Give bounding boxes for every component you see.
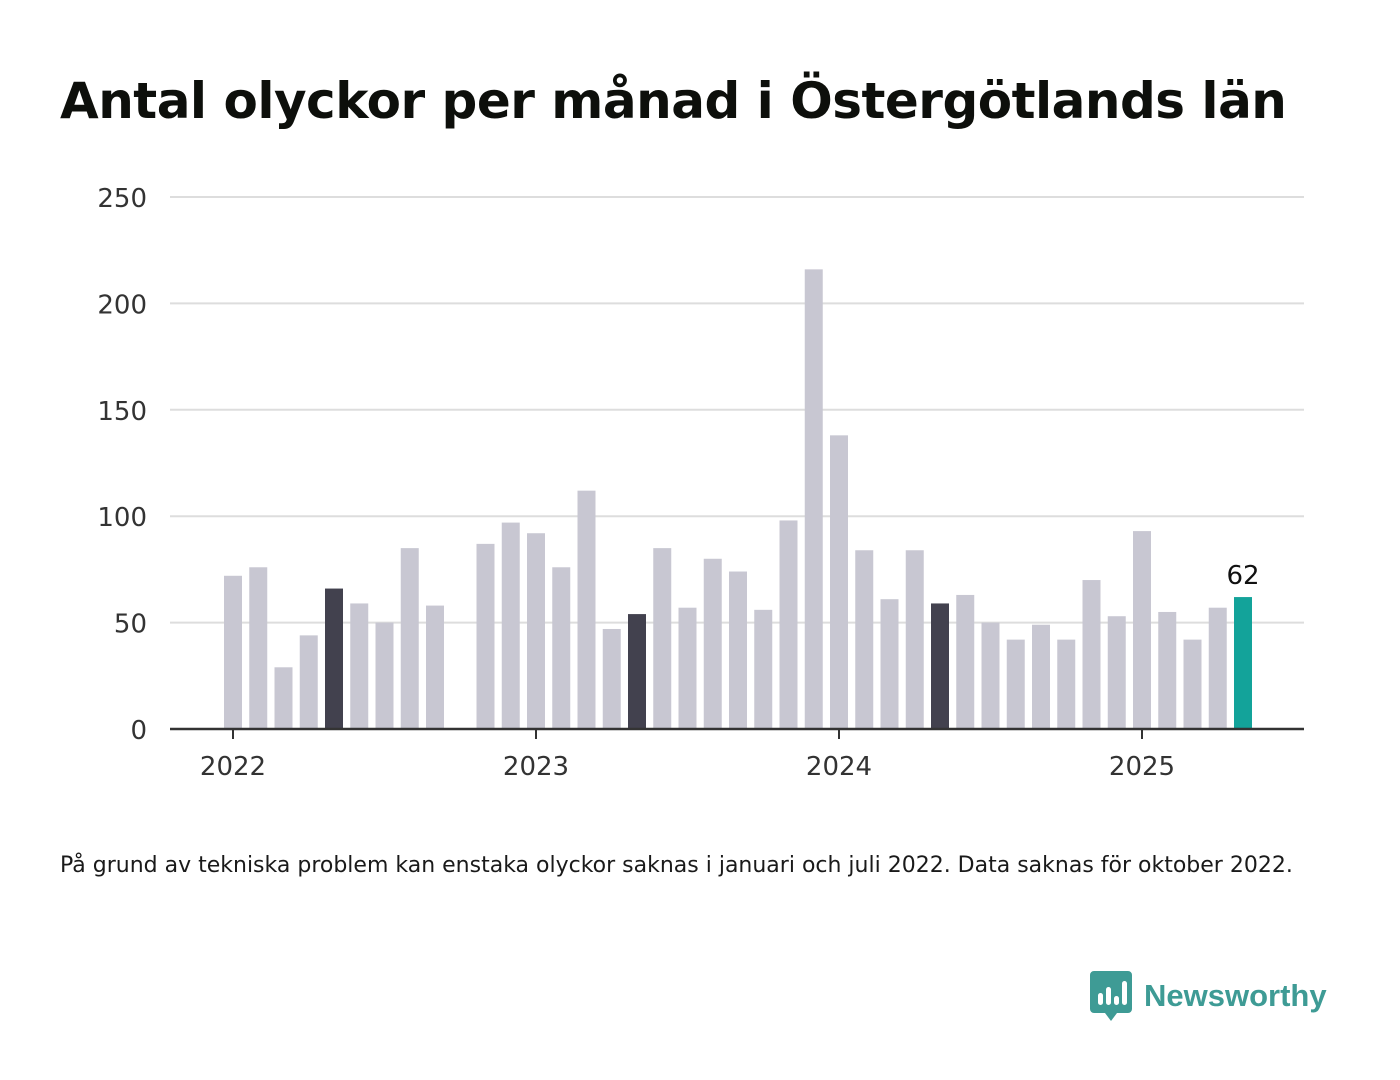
y-axis: 0 50 100 150 200 250	[97, 184, 147, 746]
bar	[628, 614, 646, 729]
footnote: På grund av tekniska problem kan enstaka…	[60, 853, 1293, 878]
bar	[830, 435, 848, 729]
bar	[274, 667, 293, 729]
bar	[501, 522, 520, 729]
x-tick-label: 2022	[200, 752, 266, 782]
x-axis: 2022 2023 2024 2025	[170, 727, 1304, 782]
y-tick-label: 200	[97, 290, 147, 320]
bar	[249, 567, 268, 729]
bar	[703, 558, 722, 729]
bar	[855, 550, 874, 729]
bar	[527, 533, 545, 729]
bar	[804, 269, 823, 729]
bar	[1183, 639, 1202, 729]
bar	[905, 550, 924, 729]
bar	[779, 520, 798, 729]
x-tick-label: 2024	[806, 752, 872, 782]
brand-logo[interactable]: Newsworthy	[1090, 970, 1327, 1022]
bar	[931, 603, 949, 729]
bar	[1133, 531, 1151, 729]
y-tick-label: 250	[97, 184, 147, 214]
bar	[653, 548, 672, 729]
y-tick-label: 100	[97, 503, 147, 533]
bar	[1107, 616, 1126, 729]
newsworthy-logo-icon	[1090, 971, 1132, 1021]
bar	[299, 635, 318, 729]
chart-title: Antal olyckor per månad i Östergötlands …	[60, 72, 1287, 130]
bar	[1234, 597, 1252, 729]
bars	[224, 269, 1252, 729]
bar	[1208, 607, 1227, 729]
bar	[552, 567, 571, 729]
bar	[880, 599, 899, 729]
y-tick-label: 50	[114, 610, 147, 640]
x-tick-label: 2025	[1109, 752, 1175, 782]
bar	[1006, 639, 1025, 729]
brand-name: Newsworthy	[1144, 978, 1327, 1013]
bar	[754, 609, 773, 729]
bar	[678, 607, 697, 729]
bar	[426, 605, 444, 729]
bar	[350, 603, 369, 729]
bar	[1057, 639, 1076, 729]
bar	[476, 543, 495, 729]
data-labels: 62	[1226, 561, 1259, 591]
bar	[325, 588, 343, 729]
y-tick-label: 150	[97, 397, 147, 427]
bar	[1082, 580, 1101, 729]
bar	[400, 548, 419, 729]
bar	[224, 575, 242, 729]
bar	[375, 622, 394, 729]
bar	[1158, 611, 1177, 729]
bar	[956, 594, 975, 729]
bar	[981, 622, 1000, 729]
bar-chart: 0 50 100 150 200 250 2022 2023 2024 2025 62	[97, 184, 1304, 782]
y-tick-label: 0	[130, 716, 147, 746]
bar	[602, 628, 621, 729]
bar	[577, 490, 596, 729]
x-tick-label: 2023	[503, 752, 569, 782]
data-label: 62	[1226, 561, 1259, 591]
bar	[1032, 624, 1050, 729]
bar	[729, 571, 747, 729]
